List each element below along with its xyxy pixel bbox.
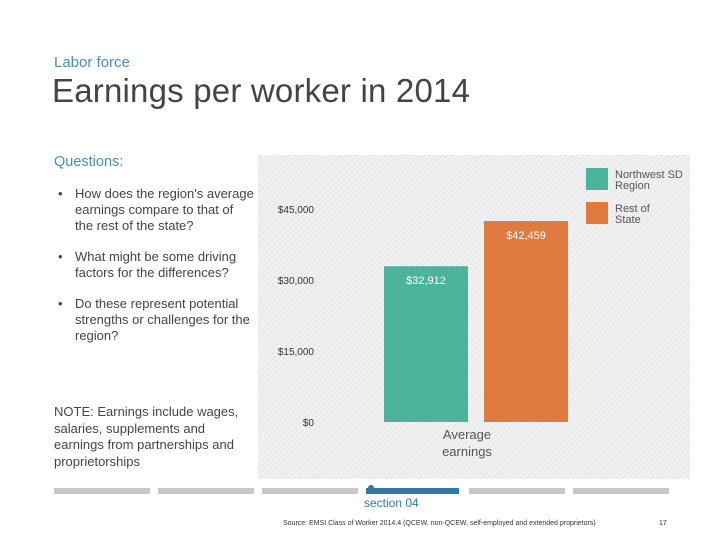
question-text: Do these represent potential strengths o… xyxy=(75,296,250,343)
slide-subtitle: Labor force xyxy=(54,54,130,71)
questions-list: • How does the region's average earnings … xyxy=(54,186,254,359)
legend-label: Northwest SD xyxy=(615,169,683,181)
bar xyxy=(384,266,468,422)
section-nav-bar xyxy=(158,488,254,494)
source-note: Source: EMSI Class of Worker 2014.4 (QCE… xyxy=(283,520,596,527)
bullet-icon: • xyxy=(58,296,63,311)
section-nav-bar-active xyxy=(366,488,459,494)
section-nav-bar xyxy=(262,488,358,494)
questions-heading: Questions: xyxy=(54,154,124,170)
y-tick-label: $30,000 xyxy=(278,276,315,287)
earnings-note: NOTE: Earnings include wages, salaries, … xyxy=(54,404,239,469)
section-nav-bar xyxy=(573,488,669,494)
section-nav-bar xyxy=(54,488,150,494)
legend-swatch xyxy=(586,168,608,190)
y-tick-label: $0 xyxy=(303,418,315,429)
bullet-icon: • xyxy=(58,249,63,264)
x-category-label: Average xyxy=(443,427,491,442)
section-marker-dot xyxy=(368,485,374,491)
x-category-label: earnings xyxy=(442,444,492,459)
bullet-icon: • xyxy=(58,186,63,201)
legend-label: Rest of xyxy=(615,203,651,215)
chart-background xyxy=(258,155,690,479)
legend-label: State xyxy=(615,214,641,226)
slide-title: Earnings per worker in 2014 xyxy=(52,72,471,109)
legend-swatch xyxy=(586,202,608,224)
question-text: What might be some driving factors for t… xyxy=(75,249,237,280)
question-item: • What might be some driving factors for … xyxy=(54,249,254,281)
page-number: 17 xyxy=(659,520,667,527)
y-tick-label: $15,000 xyxy=(278,347,315,358)
data-label: $32,912 xyxy=(406,275,446,287)
section-label: section 04 xyxy=(364,496,419,510)
question-text: How does the region's average earnings c… xyxy=(75,186,254,233)
question-item: • How does the region's average earnings … xyxy=(54,186,254,234)
legend-label: Region xyxy=(615,180,650,192)
question-item: • Do these represent potential strengths … xyxy=(54,296,254,344)
section-nav-bar xyxy=(469,488,565,494)
data-label: $42,459 xyxy=(506,230,546,242)
y-tick-label: $45,000 xyxy=(278,205,315,216)
earnings-bar-chart: $0 $15,000 $30,000 $45,000 $32,912 $42,459 Ave… xyxy=(278,168,683,459)
bar xyxy=(484,221,568,422)
